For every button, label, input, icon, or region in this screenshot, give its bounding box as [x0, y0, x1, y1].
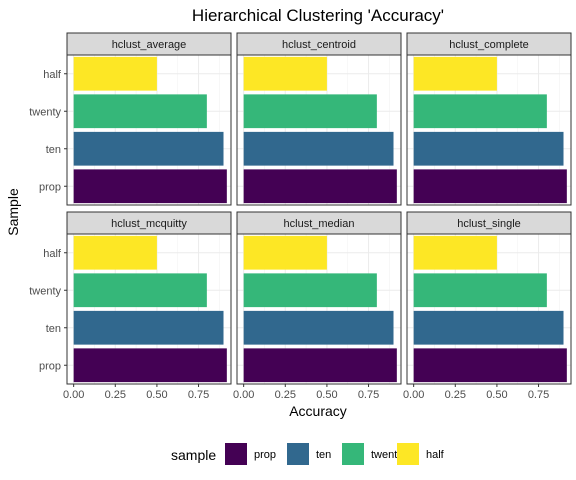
bar-prop [73, 348, 227, 383]
panel-border [66, 233, 232, 385]
legend-label: ten [316, 449, 331, 461]
x-tick-label: 0.25 [445, 389, 466, 401]
x-tick-label: 0.75 [528, 389, 549, 401]
facet-strip-label: hclust_single [457, 218, 521, 230]
facet-panel: hclust_single 0.00 0.25 0.50 0.75 [403, 211, 572, 401]
bar-prop [73, 169, 227, 204]
x-tick-label: 0.50 [316, 389, 337, 401]
x-tick-label: 0.25 [275, 389, 296, 401]
bar-prop [413, 169, 567, 204]
x-tick-label: 0.00 [403, 389, 424, 401]
x-tick-label: 0.25 [105, 389, 126, 401]
bar-half [73, 235, 157, 270]
panel-border [236, 233, 402, 385]
legend-label: prop [254, 449, 276, 461]
x-tick-label: 0.50 [146, 389, 167, 401]
facet-panel: hclust_complete [406, 32, 572, 206]
bar-twenty [243, 94, 377, 129]
bar-half [243, 235, 327, 270]
panel-border [406, 54, 572, 206]
panel-border [66, 54, 232, 206]
bar-half [413, 56, 497, 91]
bar-prop [413, 348, 567, 383]
legend-key-twenty [342, 443, 364, 465]
y-tick-label: twenty [29, 106, 61, 118]
facet-strip-label: hclust_median [284, 218, 355, 230]
bar-twenty [73, 94, 207, 129]
legend-label: half [426, 449, 445, 461]
bar-half [413, 235, 497, 270]
bar-half [243, 56, 327, 91]
x-tick-label: 0.00 [63, 389, 84, 401]
y-tick-label: prop [39, 181, 61, 193]
y-tick-label: twenty [29, 285, 61, 297]
legend-key-ten [287, 443, 309, 465]
bar-ten [413, 310, 564, 345]
bar-ten [73, 131, 224, 166]
bar-ten [243, 310, 394, 345]
bar-ten [413, 131, 564, 166]
facet-strip-label: hclust_complete [449, 39, 529, 51]
bar-ten [73, 310, 224, 345]
facet-strip-label: hclust_centroid [282, 39, 356, 51]
x-axis-title: Accuracy [289, 403, 347, 419]
chart-title: Hierarchical Clustering 'Accuracy' [192, 6, 444, 25]
legend-label: twenty [371, 449, 403, 461]
bar-twenty [73, 273, 207, 308]
bar-twenty [413, 94, 547, 129]
y-tick-label: half [43, 248, 62, 260]
y-tick-label: ten [46, 323, 61, 335]
panel-border [406, 233, 572, 385]
legend-key-half [397, 443, 419, 465]
bar-twenty [243, 273, 377, 308]
facet-panel: hclust_median 0.00 0.25 0.50 0.75 [233, 211, 402, 401]
y-axis-title: Sample [5, 188, 21, 236]
legend-title: sample [171, 447, 216, 463]
y-tick-label: half [43, 69, 62, 81]
x-tick-label: 0.75 [358, 389, 379, 401]
bar-prop [243, 169, 397, 204]
x-tick-label: 0.50 [486, 389, 507, 401]
bar-half [73, 56, 157, 91]
x-tick-label: 0.00 [233, 389, 254, 401]
legend: sample prop ten twenty half [171, 443, 445, 465]
bar-twenty [413, 273, 547, 308]
facet-panel: hclust_centroid [236, 32, 402, 206]
facet-strip-label: hclust_mcquitty [111, 218, 187, 230]
y-tick-label: ten [46, 144, 61, 156]
panel-border [236, 54, 402, 206]
y-tick-label: prop [39, 360, 61, 372]
legend-key-prop [225, 443, 247, 465]
facet-strip-label: hclust_average [112, 39, 187, 51]
bar-ten [243, 131, 394, 166]
bar-prop [243, 348, 397, 383]
x-tick-label: 0.75 [188, 389, 209, 401]
